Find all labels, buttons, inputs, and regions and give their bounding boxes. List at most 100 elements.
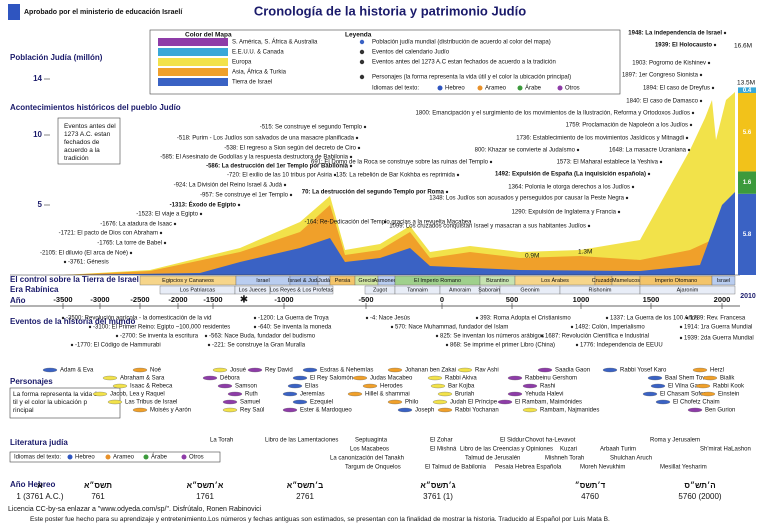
event: -1765: La torre de Babel [97,241,162,247]
event-dot [383,220,387,224]
legend-icon [359,59,365,65]
event: 1348: Los Judíos son acusados y persegui… [429,196,624,202]
language-dot [105,454,111,460]
event: -3761: Génesis [68,260,109,266]
world-event: -1770: El Código de Hammurabi [75,343,161,349]
region-swatch [158,68,228,76]
event-dot [349,164,353,168]
event-dot [576,148,580,152]
languages-label: Idiomas del texto: [372,86,419,92]
literature-item: Chovot ha-Levavot [525,438,576,444]
person: Moisés y Aarón [150,408,191,414]
year-tick-label: 1500 [643,295,660,304]
world-event: -4: Nace Jesús [370,316,410,322]
person: Ester & Mardoqueo [300,408,352,414]
event-dot [456,173,460,177]
y-tick-label: 14 [33,74,42,83]
event: -1676: La atadura de Isaac [100,222,172,228]
event: -585: El Asesinato de Godolías y la resp… [160,155,348,161]
event: 1800: Emancipación y el surgimiento de l… [416,111,690,117]
person: Yehuda Halevi [525,392,563,398]
event-dot [63,260,67,264]
hebrew-year: א [37,481,43,490]
event: -924: La División del Reino Israel & Jud… [174,183,283,189]
person-lifespan [602,367,618,373]
literature-item: La canonización del Tanakh [330,456,404,462]
population-value: 0.9M [525,253,539,260]
era-label: Los Reyes & Los Profetas [270,287,334,293]
gregorian-year: 1 (3761 A.C.) [16,492,63,501]
language-dot [67,454,73,460]
event: -518: Purim - Los Judíos son salvados de… [177,136,355,142]
pre-note-box [57,117,121,165]
world-dot [570,325,574,329]
footer: Licencia CC-by-sa enlazar a "www.odyeda.… [8,506,262,513]
person-lifespan [217,383,233,389]
world-event: 1492: Colón, Imperialismo [575,325,645,331]
event: 1894: El caso de Dreyfus [643,86,710,92]
person-lifespan [387,367,403,373]
gregorian-year: 761 [91,492,105,501]
world-dot [253,316,257,320]
legend-icon [359,49,365,55]
language-label: Árabe [525,85,542,92]
year-tick-label: 500 [506,295,519,304]
person: Samson [235,384,257,390]
person: Ruth [245,392,258,398]
person: Noé [150,368,162,374]
person: Ben Gurion [705,408,735,414]
language-dot [437,85,443,91]
population-year: 2010 [740,293,756,300]
person-lifespan [522,407,538,413]
event-dot [687,148,691,152]
person-lifespan [92,391,108,397]
literature-item: Kuzari [560,447,577,453]
person-lifespan [427,375,443,381]
person-lifespan [247,367,263,373]
world-dot [475,316,479,320]
event-dot [283,183,287,187]
event-dot [711,86,715,90]
world-dot [575,343,579,347]
region-label: Europa [232,60,252,66]
period-label: Asmoneos [374,278,400,284]
event: -957: Se construye el 1er Templo [200,193,289,199]
person: Las Tribus de Israel [125,400,177,406]
person-lifespan [692,367,708,373]
person: Josué [230,368,247,374]
literature-item: Pesaia Hebrea Española [495,465,562,471]
person-lifespan [222,399,238,405]
hebrew-year: א׳תשס״א [187,481,224,490]
region-label: Tierra de Israel [232,80,272,86]
footer: Este poster fue hecho para su aprendizaj… [30,516,610,523]
period-label: Israel [717,278,730,284]
event-dot [199,212,203,216]
person: Judah El Príncipe [450,400,498,406]
population-bar-segment [738,93,756,172]
language-dot [517,85,523,91]
period-label: Israel [256,278,269,284]
event-dot [647,172,651,176]
axis-break: ✱ [240,295,248,306]
event: -2105: El diluvio (El arca de Noé) [40,251,128,257]
event-dot [617,210,621,214]
event: 1759: Proclamación de Napoleón a los Jud… [566,123,688,129]
literature-item: Arbaah Turim [600,447,636,453]
region-label: Asia, África & Turkia [232,69,287,76]
event: 800: Khazar se convierte al Judaísmo [475,148,576,154]
event: 70: La destrucción del segundo Templo po… [302,190,445,196]
world-event: 825: Se inventan los números arábigos [440,334,544,340]
year-tick-label: -500 [358,295,373,304]
event: 691: El Domo de la Roca se construye sob… [311,160,489,166]
world-event: -640: Se inventa la moneda [258,325,332,331]
person: El Chofetz Chaim [673,400,720,406]
era-label: Rishonim [589,287,612,293]
event-dot [691,111,695,115]
literature-item: Mishneh Torah [545,456,584,462]
region-swatch [158,58,228,66]
world-label: Eventos de la historia del mundo [10,317,135,326]
region-label: S. América, S. África & Australia [232,39,318,46]
person-lifespan [497,399,513,405]
person-lifespan [655,399,671,405]
